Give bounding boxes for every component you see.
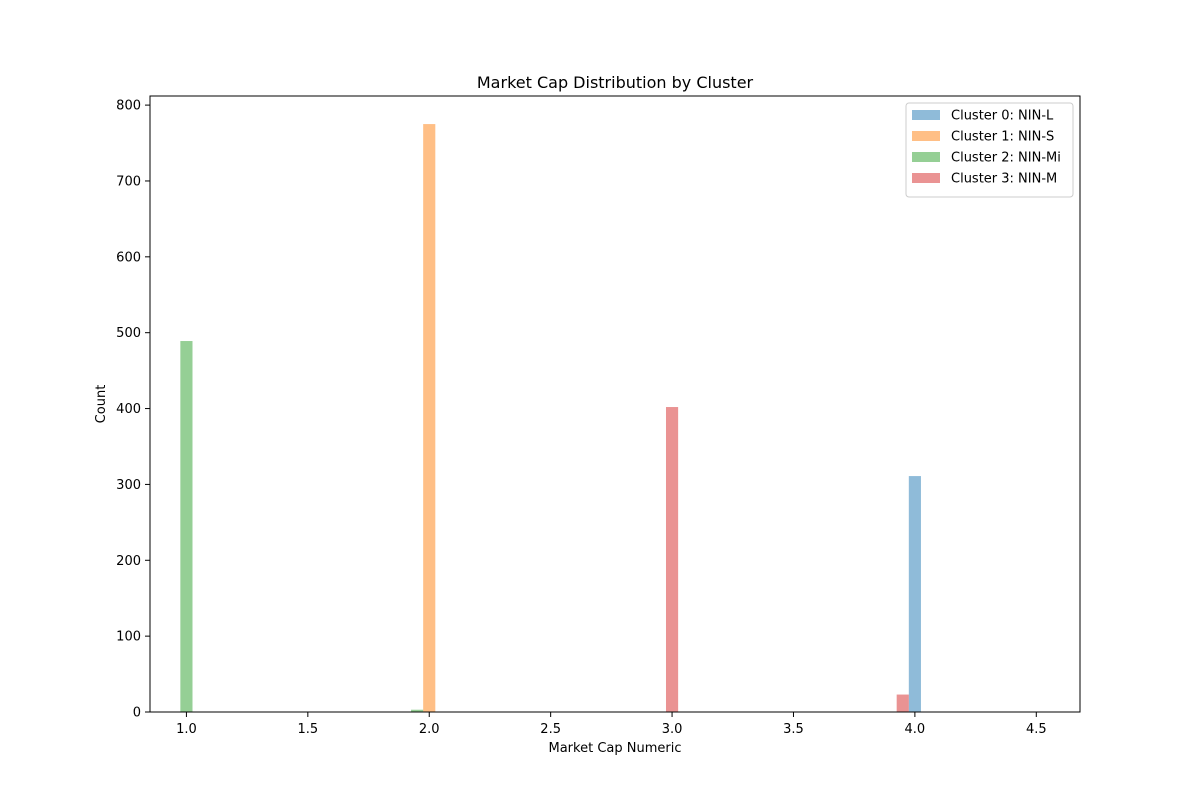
y-tick-label: 0 — [133, 706, 141, 721]
bar-series-3-0 — [665, 407, 679, 712]
x-tick-label: 3.5 — [783, 722, 804, 737]
plot-frame — [149, 95, 1081, 713]
y-tick-label: 100 — [116, 630, 141, 645]
legend-label: Cluster 1: NIN-S — [951, 130, 1054, 145]
y-tick-label: 700 — [116, 174, 141, 189]
bar-series-0-0 — [908, 476, 921, 712]
x-tick-label: 2.5 — [540, 722, 561, 737]
bars-layer — [180, 124, 921, 712]
legend: Cluster 0: NIN-L Cluster 1: NIN-S Cluster … — [905, 102, 1074, 198]
x-tick-label: 4.0 — [905, 722, 926, 737]
legend-label: Cluster 3: NIN-M — [951, 172, 1057, 187]
bar-series-2-1 — [411, 709, 424, 712]
legend-swatch — [912, 131, 940, 141]
y-tick-label: 800 — [116, 99, 141, 114]
legend-label: Cluster 2: NIN-Mi — [951, 151, 1061, 166]
x-tick-label: 1.0 — [176, 722, 197, 737]
legend-swatch — [912, 173, 940, 183]
x-tick-label: 4.5 — [1026, 722, 1047, 737]
y-tick-label: 300 — [116, 478, 141, 493]
y-tick-label: 500 — [116, 326, 141, 341]
x-tick-label: 1.5 — [297, 722, 318, 737]
bar-series-1-0 — [423, 124, 436, 712]
y-tick-label: 600 — [116, 250, 141, 265]
chart-title: Market Cap Distribution by Cluster — [477, 73, 754, 92]
legend-swatch — [912, 110, 940, 120]
x-axis-label: Market Cap Numeric — [549, 741, 682, 756]
x-tick-label: 3.0 — [662, 722, 683, 737]
legend-swatch — [912, 152, 940, 162]
x-tick-label: 2.0 — [419, 722, 440, 737]
legend-label: Cluster 0: NIN-L — [951, 109, 1054, 124]
x-axis-ticks: 1.0 1.5 2.0 2.5 3.0 3.5 4.0 4.5 — [176, 712, 1047, 737]
y-tick-label: 200 — [116, 554, 141, 569]
bar-series-2-0 — [180, 341, 193, 712]
y-axis-label: Count — [94, 385, 109, 424]
y-axis-ticks: 0 100 200 300 400 500 600 700 800 — [116, 99, 150, 721]
legend-box — [905, 102, 1074, 198]
bar-series-3-1 — [896, 694, 909, 712]
y-tick-label: 400 — [116, 402, 141, 417]
